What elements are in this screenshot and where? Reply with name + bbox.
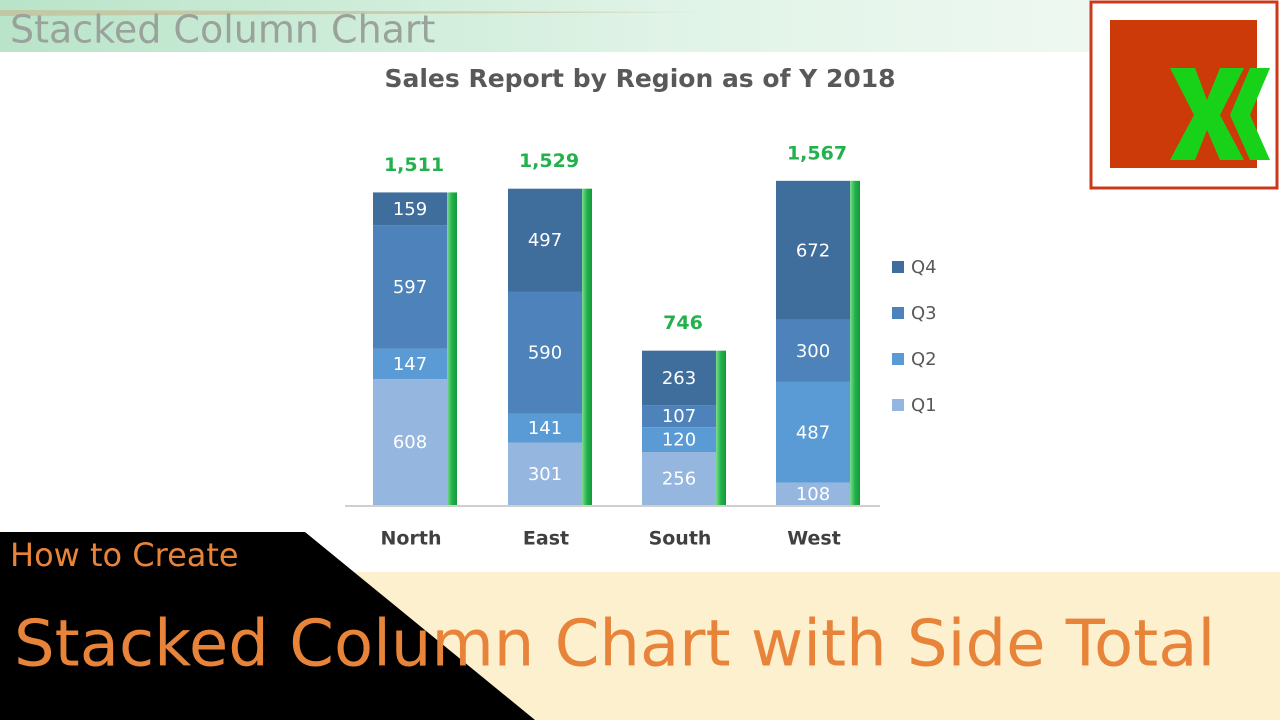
header-stripe: [0, 10, 700, 16]
x-tick-label: West: [787, 528, 841, 550]
segment-label: 107: [662, 406, 696, 427]
total-bar: [850, 180, 860, 505]
segment-label: 141: [528, 418, 562, 439]
segment-label: 108: [796, 484, 830, 505]
x-tick-label: North: [381, 528, 442, 550]
legend-label: Q2: [911, 349, 937, 370]
bar-segment: [642, 405, 716, 428]
legend-swatch: [892, 261, 904, 273]
segment-label: 300: [796, 341, 830, 362]
plot: 608 147 597 159 1,511 North 301 141 590 497 1,529 E…: [373, 142, 937, 550]
x-tick-label: South: [649, 528, 712, 550]
bar-segment: [776, 319, 850, 382]
segment-label: 147: [393, 354, 427, 375]
total-bar: [447, 192, 457, 506]
bar-segment: [508, 442, 582, 505]
banner-title: Stacked Column Chart with Side Total: [14, 608, 1215, 682]
total-label: 1,529: [519, 150, 579, 172]
legend-label: Q4: [911, 257, 937, 278]
segment-label: 597: [393, 277, 427, 298]
bar-segment: [642, 350, 716, 406]
legend-label: Q3: [911, 303, 937, 324]
segment-label: 608: [393, 432, 427, 453]
segment-label: 256: [662, 469, 696, 490]
total-label: 746: [663, 312, 703, 334]
legend-swatch: [892, 307, 904, 319]
bar-segment: [776, 482, 850, 505]
header-title: Stacked Column Chart: [10, 8, 435, 52]
segment-label: 590: [528, 343, 562, 364]
bar-segment: [642, 427, 716, 453]
x-tick-label: East: [523, 528, 569, 550]
bar-segment: [508, 291, 582, 414]
bar-segment: [508, 188, 582, 292]
logo-x: [1170, 68, 1244, 160]
segment-label: 301: [528, 464, 562, 485]
total-label: 1,511: [384, 154, 444, 176]
bar-segment: [373, 379, 447, 505]
total-bar: [716, 350, 726, 505]
legend-swatch: [892, 353, 904, 365]
segment-label: 487: [796, 422, 830, 443]
banner-subtitle: How to Create: [10, 536, 239, 574]
total-label: 1,567: [787, 142, 847, 164]
header-band: [0, 0, 1090, 52]
total-bar: [582, 188, 592, 506]
segment-label: 159: [393, 199, 427, 220]
bar-segment: [373, 348, 447, 380]
segment-label: 672: [796, 240, 830, 261]
bar-segment: [373, 192, 447, 226]
bar-segment: [373, 225, 447, 349]
segment-label: 497: [528, 230, 562, 251]
logo-chevron: [1230, 68, 1270, 160]
legend-label: Q1: [911, 395, 937, 416]
banner-corner: [0, 532, 535, 720]
bar-segment: [508, 413, 582, 443]
chart-title: Sales Report by Region as of Y 2018: [384, 64, 895, 93]
bar-segment: [776, 180, 850, 320]
segment-label: 263: [662, 368, 696, 389]
legend-swatch: [892, 399, 904, 411]
segment-label: 120: [662, 430, 696, 451]
bar-segment: [776, 381, 850, 483]
bar-segment: [642, 452, 716, 505]
